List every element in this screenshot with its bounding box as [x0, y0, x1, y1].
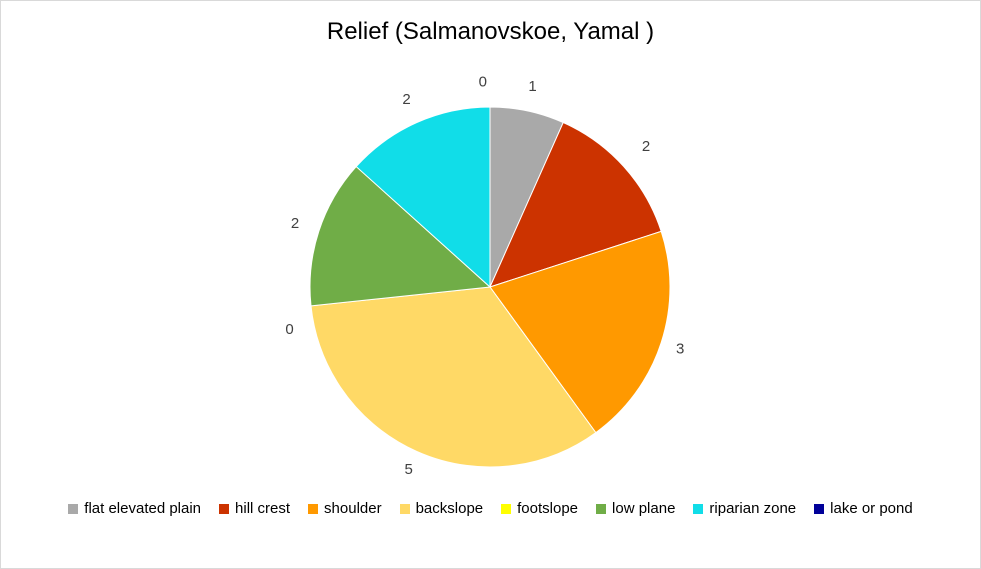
chart-legend: flat elevated plain hill crest shoulder bac… — [0, 500, 981, 517]
data-label-flat-elevated-plain: 1 — [528, 78, 536, 95]
legend-item-riparian-zone: riparian zone — [693, 500, 796, 517]
pie-slice-hill-crest — [489, 121, 662, 288]
pie-data-labels: 1 2 3 5 0 2 2 0 — [285, 74, 684, 479]
legend-swatch-backslope — [399, 503, 410, 514]
legend-swatch-riparian-zone — [693, 503, 704, 514]
legend-item-flat-elevated-plain: flat elevated plain — [68, 500, 201, 517]
pie-slice-backslope — [310, 286, 597, 468]
legend-label: backslope — [415, 500, 484, 517]
data-label-lake-or-pond: 0 — [479, 74, 487, 91]
legend-swatch-flat-elevated-plain — [68, 503, 79, 514]
legend-item-lake-or-pond: lake or pond — [814, 500, 913, 517]
legend-label: flat elevated plain — [84, 500, 202, 517]
pie-slices — [309, 106, 671, 468]
legend-swatch-low-plane — [596, 503, 607, 514]
data-label-footslope: 0 — [285, 321, 293, 338]
data-label-low-plane: 2 — [291, 215, 299, 232]
legend-swatch-footslope — [501, 503, 512, 514]
legend-label: lake or pond — [830, 500, 913, 517]
data-label-riparian-zone: 2 — [402, 91, 410, 108]
data-label-shoulder: 3 — [676, 340, 684, 357]
legend-swatch-shoulder — [308, 503, 319, 514]
legend-item-backslope: backslope — [399, 500, 484, 517]
legend-item-footslope: footslope — [501, 500, 578, 517]
pie-slice-low-plane — [309, 165, 492, 307]
legend-swatch-lake-or-pond — [814, 503, 825, 514]
legend-swatch-hill-crest — [219, 503, 230, 514]
legend-item-hill-crest: hill crest — [219, 500, 290, 517]
pie-slice-shoulder — [489, 230, 671, 434]
legend-label: hill crest — [235, 500, 291, 517]
legend-label: riparian zone — [709, 500, 797, 517]
data-label-backslope: 5 — [405, 461, 413, 478]
legend-label: low plane — [612, 500, 676, 517]
legend-label: footslope — [517, 500, 579, 517]
legend-label: shoulder — [324, 500, 382, 517]
legend-item-low-plane: low plane — [596, 500, 675, 517]
pie-slice-riparian-zone — [355, 106, 491, 289]
data-label-hill-crest: 2 — [642, 138, 650, 155]
legend-item-shoulder: shoulder — [308, 500, 382, 517]
chart-title: Relief (Salmanovskoe, Yamal ) — [326, 18, 655, 45]
